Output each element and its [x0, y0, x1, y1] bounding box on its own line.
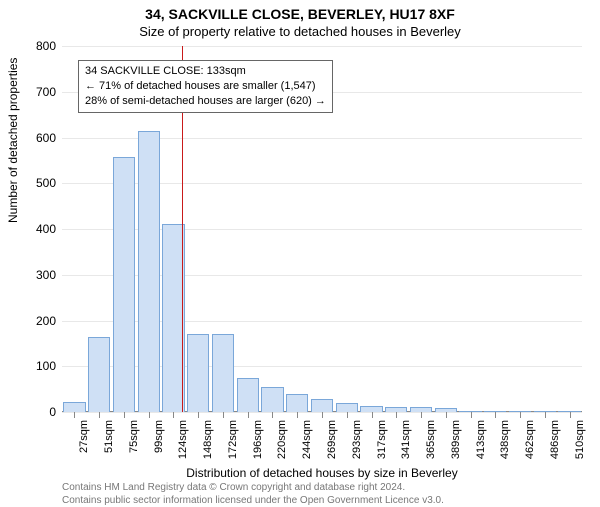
y-tick-label: 300	[24, 268, 56, 282]
chart-container: 34, SACKVILLE CLOSE, BEVERLEY, HU17 8XF …	[0, 0, 600, 500]
bar	[212, 334, 234, 412]
x-tick	[173, 412, 174, 418]
footer-attribution: Contains HM Land Registry data © Crown c…	[62, 482, 582, 507]
x-tick	[347, 412, 348, 418]
x-tick-label: 317sqm	[376, 420, 388, 470]
bar	[261, 387, 283, 412]
x-tick	[99, 412, 100, 418]
x-tick-label: 413sqm	[475, 420, 487, 470]
x-tick-label: 220sqm	[276, 420, 288, 470]
plot-area: 010020030040050060070080027sqm51sqm75sqm…	[62, 46, 582, 412]
y-tick-label: 200	[24, 314, 56, 328]
x-tick	[297, 412, 298, 418]
x-tick	[471, 412, 472, 418]
bar	[336, 403, 358, 412]
annotation-line: 34 SACKVILLE CLOSE: 133sqm	[85, 64, 326, 79]
x-tick	[545, 412, 546, 418]
x-tick-label: 196sqm	[252, 420, 264, 470]
x-tick-label: 148sqm	[202, 420, 214, 470]
x-tick-label: 486sqm	[549, 420, 561, 470]
x-tick-label: 99sqm	[153, 420, 165, 470]
x-tick-label: 172sqm	[227, 420, 239, 470]
x-tick	[520, 412, 521, 418]
bar	[187, 334, 209, 412]
x-tick-label: 27sqm	[78, 420, 90, 470]
bar	[237, 378, 259, 412]
x-tick	[223, 412, 224, 418]
x-tick	[570, 412, 571, 418]
x-tick	[322, 412, 323, 418]
x-tick	[124, 412, 125, 418]
annotation-box: 34 SACKVILLE CLOSE: 133sqm← 71% of detac…	[78, 60, 333, 113]
y-tick-label: 500	[24, 176, 56, 190]
title-line-1: 34, SACKVILLE CLOSE, BEVERLEY, HU17 8XF	[0, 6, 600, 22]
y-tick-label: 800	[24, 39, 56, 53]
y-tick-label: 0	[24, 405, 56, 419]
x-tick	[74, 412, 75, 418]
x-tick	[396, 412, 397, 418]
x-tick-label: 244sqm	[301, 420, 313, 470]
title-line-2: Size of property relative to detached ho…	[0, 24, 600, 39]
y-tick-label: 400	[24, 222, 56, 236]
y-tick-label: 600	[24, 131, 56, 145]
x-tick-label: 51sqm	[103, 420, 115, 470]
annotation-line: 28% of semi-detached houses are larger (…	[85, 94, 326, 109]
x-tick-label: 293sqm	[351, 420, 363, 470]
bar	[88, 337, 110, 412]
bar	[138, 131, 160, 412]
x-tick	[446, 412, 447, 418]
x-tick-label: 438sqm	[499, 420, 511, 470]
x-tick	[272, 412, 273, 418]
x-tick	[421, 412, 422, 418]
x-tick	[198, 412, 199, 418]
y-tick-label: 700	[24, 85, 56, 99]
y-gridline	[62, 46, 582, 47]
annotation-line: ← 71% of detached houses are smaller (1,…	[85, 79, 326, 94]
x-tick	[372, 412, 373, 418]
x-tick-label: 124sqm	[177, 420, 189, 470]
y-tick-label: 100	[24, 359, 56, 373]
bar	[113, 157, 135, 412]
x-tick-label: 269sqm	[326, 420, 338, 470]
y-axis-label: Number of detached properties	[6, 58, 20, 223]
bar	[63, 402, 85, 412]
footer-line-1: Contains HM Land Registry data © Crown c…	[62, 482, 582, 495]
x-tick-label: 75sqm	[128, 420, 140, 470]
x-tick-label: 389sqm	[450, 420, 462, 470]
x-tick-label: 462sqm	[524, 420, 536, 470]
bar	[311, 399, 333, 412]
bar	[286, 394, 308, 412]
footer-line-2: Contains public sector information licen…	[62, 495, 582, 507]
x-tick-label: 510sqm	[574, 420, 586, 470]
x-tick	[248, 412, 249, 418]
x-axis-label: Distribution of detached houses by size …	[62, 466, 582, 480]
x-tick	[149, 412, 150, 418]
x-tick	[495, 412, 496, 418]
x-tick-label: 365sqm	[425, 420, 437, 470]
x-tick-label: 341sqm	[400, 420, 412, 470]
